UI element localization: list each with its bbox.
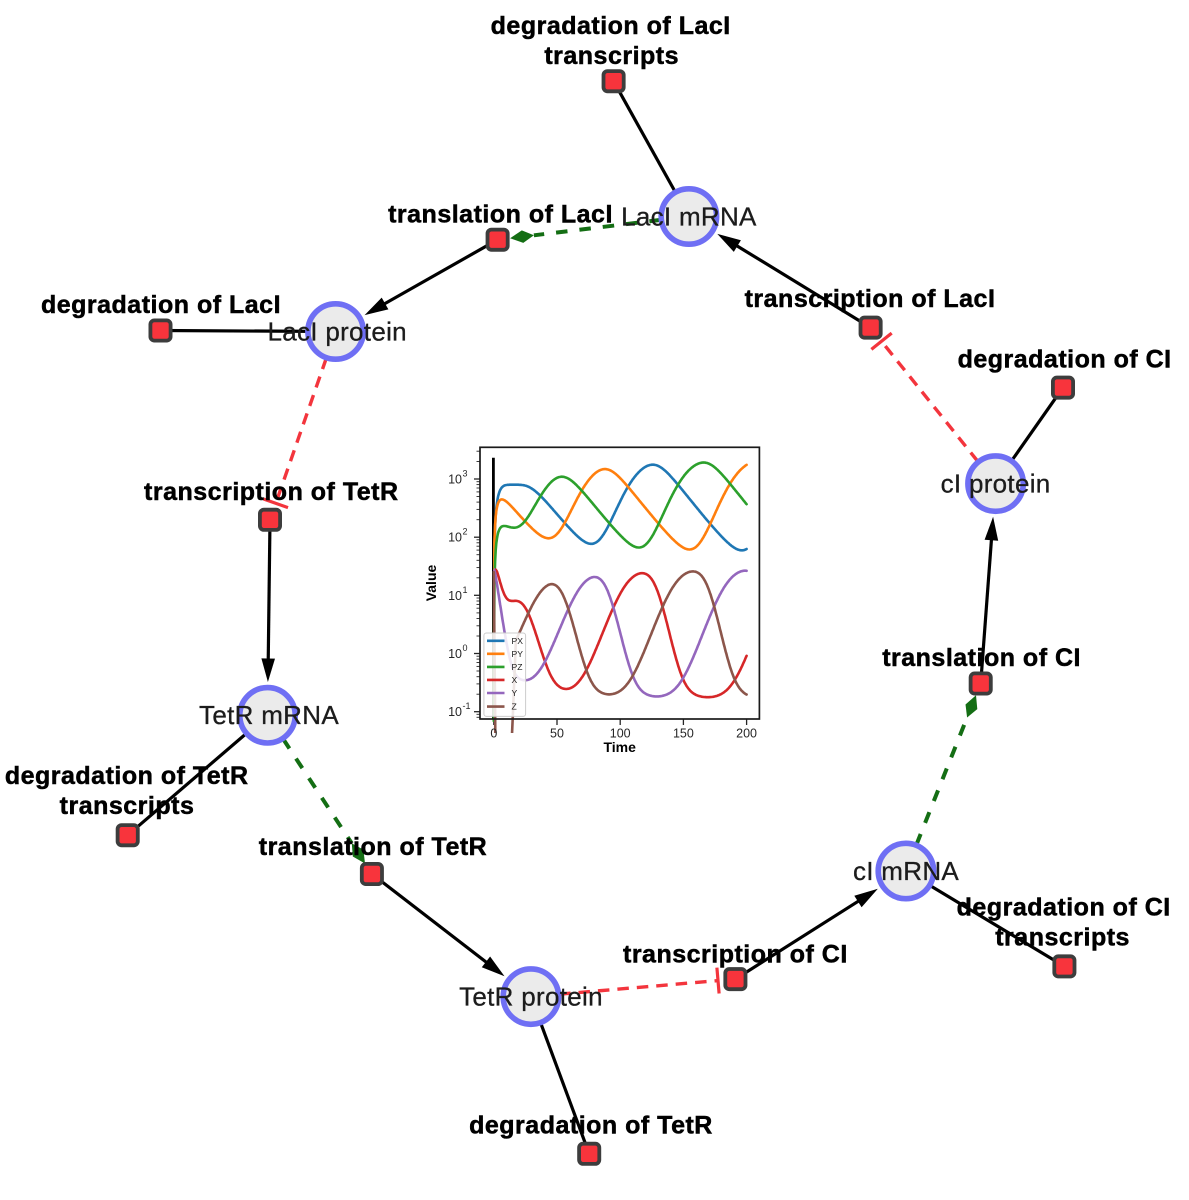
svg-text:3: 3: [463, 469, 468, 479]
svg-text:Value: Value: [423, 565, 439, 602]
svg-text:Time: Time: [603, 739, 636, 755]
svg-text:200: 200: [736, 727, 757, 741]
svg-text:cI mRNA: cI mRNA: [853, 856, 959, 886]
svg-text:transcription of CI: transcription of CI: [623, 940, 848, 968]
svg-text:Y: Y: [512, 688, 518, 698]
svg-text:transcripts: transcripts: [544, 42, 679, 70]
svg-text:Z: Z: [512, 702, 517, 712]
svg-text:cI protein: cI protein: [941, 468, 1051, 498]
svg-text:0: 0: [490, 727, 497, 741]
svg-text:degradation of TetR: degradation of TetR: [5, 762, 249, 790]
svg-text:0: 0: [463, 643, 468, 653]
svg-text:degradation of LacI: degradation of LacI: [491, 12, 731, 40]
svg-text:PY: PY: [512, 649, 524, 659]
svg-text:transcription of LacI: transcription of LacI: [745, 285, 996, 313]
svg-text:10: 10: [448, 473, 462, 487]
svg-text:2: 2: [463, 527, 468, 537]
svg-text:LacI protein: LacI protein: [267, 316, 406, 346]
svg-text:LacI mRNA: LacI mRNA: [621, 201, 757, 231]
svg-text:degradation of TetR: degradation of TetR: [469, 1112, 713, 1140]
svg-text:translation of CI: translation of CI: [882, 644, 1081, 672]
svg-text:PX: PX: [512, 636, 524, 646]
svg-text:degradation of LacI: degradation of LacI: [41, 291, 281, 319]
svg-text:150: 150: [673, 727, 694, 741]
svg-text:100: 100: [610, 727, 631, 741]
svg-text:transcripts: transcripts: [60, 792, 195, 820]
svg-text:PZ: PZ: [512, 662, 523, 672]
svg-text:10: 10: [448, 531, 462, 545]
svg-text:50: 50: [550, 727, 564, 741]
svg-text:degradation of CI: degradation of CI: [958, 345, 1172, 373]
svg-text:TetR protein: TetR protein: [459, 981, 603, 1011]
svg-text:-1: -1: [463, 701, 471, 711]
svg-text:TetR mRNA: TetR mRNA: [199, 700, 339, 730]
svg-text:degradation of CI: degradation of CI: [957, 893, 1171, 921]
svg-text:10: 10: [448, 705, 462, 719]
svg-text:1: 1: [463, 585, 468, 595]
svg-text:transcripts: transcripts: [995, 923, 1130, 951]
svg-text:X: X: [512, 675, 518, 685]
svg-text:transcription of TetR: transcription of TetR: [144, 478, 398, 506]
svg-text:translation of LacI: translation of LacI: [388, 201, 613, 229]
svg-text:10: 10: [448, 647, 462, 661]
svg-text:translation of TetR: translation of TetR: [259, 833, 487, 861]
svg-text:10: 10: [448, 589, 462, 603]
